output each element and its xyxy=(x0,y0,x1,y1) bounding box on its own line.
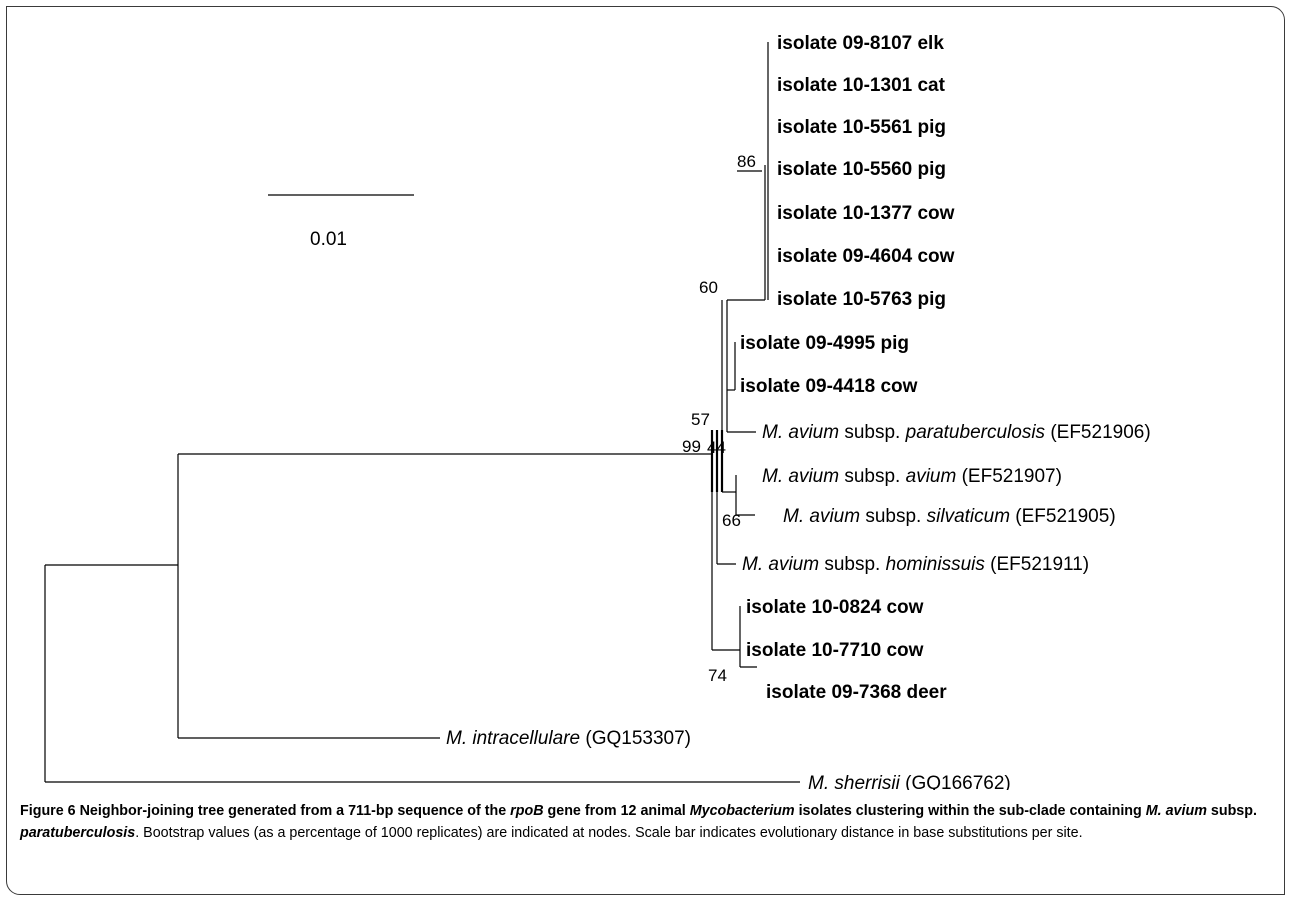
leaf-label-part: isolate 10-7710 cow xyxy=(746,640,924,661)
leaf-label-part: isolate 10-0824 cow xyxy=(746,597,924,618)
phylogenetic-tree: isolate 09-8107 elk isolate 10-1301 cat … xyxy=(44,33,1151,790)
leaf-label-part: subsp. xyxy=(819,554,886,575)
leaf-label-part: (GQ166762) xyxy=(900,773,1011,790)
bootstrap-57: 57 xyxy=(691,410,710,429)
leaf-label: isolate 09-4995 pig xyxy=(740,333,909,354)
leaf-label-part: subsp. xyxy=(839,422,906,443)
leaf-label-italic-part: silvaticum xyxy=(927,506,1010,527)
bootstrap-values: 86 60 57 44 66 99 74 xyxy=(682,152,762,685)
caption-title-part: Neighbor-joining tree generated from a 7… xyxy=(75,803,511,819)
leaf-label-part: isolate 09-4604 cow xyxy=(777,246,955,267)
caption-title: Neighbor-joining tree generated from a 7… xyxy=(20,803,1257,841)
leaf-label-italic-part: M. intracellulare xyxy=(446,728,580,749)
leaf-label: isolate 10-1377 cow xyxy=(777,203,955,224)
leaf-label-part: (EF521911) xyxy=(985,554,1089,575)
bootstrap-44: 44 xyxy=(707,438,726,457)
leaf-label-part: isolate 09-4418 cow xyxy=(740,376,918,397)
leaf-label-part: isolate 10-1301 cat xyxy=(777,75,946,96)
leaf-label: M. intracellulare (GQ153307) xyxy=(446,728,691,749)
bootstrap-60: 60 xyxy=(699,278,718,297)
leaf-label-italic-part: hominissuis xyxy=(886,554,986,575)
caption-title-italic-part: M. avium xyxy=(1145,803,1207,819)
leaf-label: isolate 09-4604 cow xyxy=(777,246,955,267)
leaf-label: isolate 10-7710 cow xyxy=(746,640,924,661)
bootstrap-86: 86 xyxy=(737,152,756,171)
leaf-label-part: (GQ153307) xyxy=(580,728,691,749)
caption-figure-label: Figure 6 xyxy=(20,803,76,819)
figure-frame xyxy=(6,6,1285,895)
leaf-label: M. avium subsp. hominissuis (EF521911) xyxy=(742,554,1089,575)
leaf-label-part: isolate 09-4995 pig xyxy=(740,333,909,354)
leaf-label: isolate 09-7368 deer xyxy=(766,682,947,703)
leaf-label-italic-part: M. sherrisii xyxy=(808,773,901,790)
leaf-label: isolate 09-4418 cow xyxy=(740,376,918,397)
leaf-labels: isolate 09-8107 elk isolate 10-1301 cat … xyxy=(446,33,1151,790)
caption-title-part: subsp. xyxy=(1206,803,1257,819)
caption-title-italic-part: Mycobacterium xyxy=(689,803,795,819)
leaf-label: isolate 10-5560 pig xyxy=(777,159,946,180)
leaf-label-part: subsp. xyxy=(860,506,927,527)
leaf-label-part: isolate 10-5560 pig xyxy=(777,159,946,180)
leaf-label-italic-part: M. avium xyxy=(783,506,860,527)
leaf-label: isolate 10-1301 cat xyxy=(777,75,946,96)
leaf-label: M. avium subsp. silvaticum (EF521905) xyxy=(783,506,1116,527)
leaf-label: isolate 10-5561 pig xyxy=(777,117,946,138)
leaf-label: M. avium subsp. paratuberculosis (EF5219… xyxy=(762,422,1151,443)
leaf-label-italic-part: M. avium xyxy=(742,554,819,575)
leaf-label: M. avium subsp. avium (EF521907) xyxy=(762,466,1062,487)
leaf-label: isolate 10-5763 pig xyxy=(777,289,946,310)
scale-bar-label: 0.01 xyxy=(310,229,347,250)
figure-caption: Figure 6 Neighbor-joining tree generated… xyxy=(20,800,1270,844)
caption-title-italic-part: paratuberculosis xyxy=(20,825,136,841)
leaf-label-part: (EF521906) xyxy=(1045,422,1151,443)
caption-body: . Bootstrap values (as a percentage of 1… xyxy=(135,825,1083,841)
leaf-label-italic-part: M. avium xyxy=(762,422,839,443)
caption-title-italic-part: rpoB xyxy=(510,803,544,819)
leaf-label-part: isolate 09-7368 deer xyxy=(766,682,947,703)
leaf-label-part: (EF521907) xyxy=(956,466,1062,487)
bootstrap-66: 66 xyxy=(722,511,741,530)
leaf-label-part: (EF521905) xyxy=(1010,506,1116,527)
leaf-label-part: isolate 09-8107 elk xyxy=(777,33,944,54)
leaf-label-italic-part: avium xyxy=(906,466,957,487)
leaf-label-part: isolate 10-1377 cow xyxy=(777,203,955,224)
leaf-label: isolate 09-8107 elk xyxy=(777,33,944,54)
leaf-label-italic-part: M. avium xyxy=(762,466,839,487)
caption-title-part: gene from 12 animal xyxy=(543,803,690,819)
bootstrap-74: 74 xyxy=(708,666,727,685)
leaf-label-part: isolate 10-5763 pig xyxy=(777,289,946,310)
caption-title-part: isolates clustering within the sub-clade… xyxy=(794,803,1146,819)
leaf-label-part: isolate 10-5561 pig xyxy=(777,117,946,138)
leaf-label-italic-part: paratuberculosis xyxy=(905,422,1046,443)
leaf-label-part: subsp. xyxy=(839,466,906,487)
leaf-label: isolate 10-0824 cow xyxy=(746,597,924,618)
leaf-label: M. sherrisii (GQ166762) xyxy=(808,773,1011,790)
bootstrap-99: 99 xyxy=(682,437,701,456)
tree-branches xyxy=(44,42,800,783)
